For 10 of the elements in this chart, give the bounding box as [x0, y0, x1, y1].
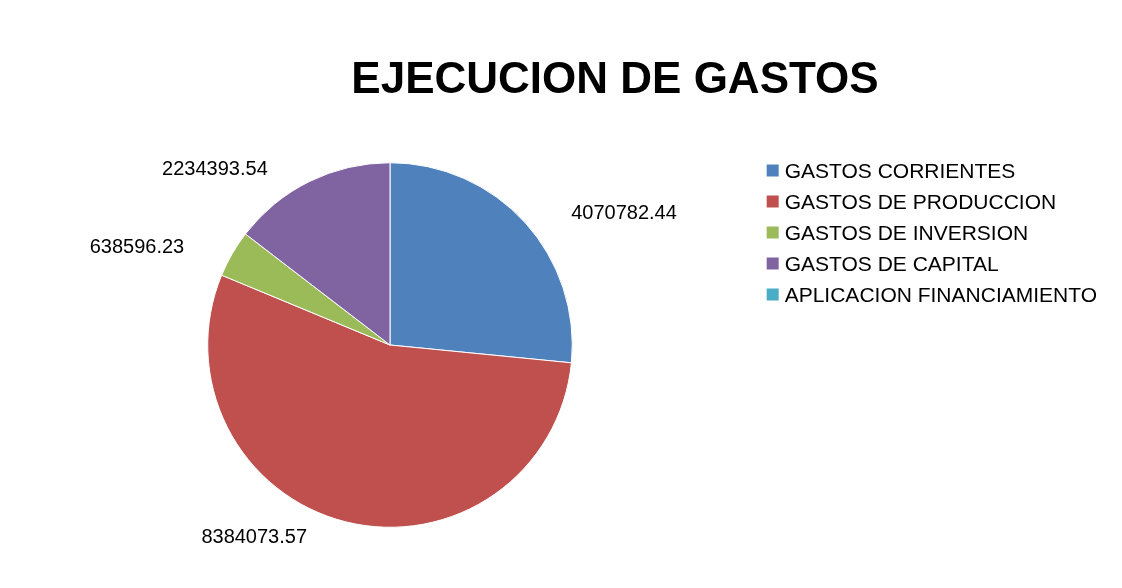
data-label: 638596.23 [89, 235, 185, 258]
legend-label: GASTOS DE PRODUCCION [784, 190, 1057, 213]
legend-label: GASTOS DE INVERSION [784, 221, 1029, 244]
data-label: 4070782.44 [571, 201, 677, 224]
legend-label: GASTOS CORRIENTES [784, 159, 1016, 182]
legend-label: GASTOS DE CAPITAL [784, 252, 999, 275]
legend-label: APLICACION FINANCIAMIENTO [784, 283, 1097, 306]
data-label: 2234393.54 [162, 157, 268, 180]
data-label: 8384073.57 [201, 525, 308, 548]
chart-title: EJECUCION DE GASTOS [351, 52, 879, 102]
